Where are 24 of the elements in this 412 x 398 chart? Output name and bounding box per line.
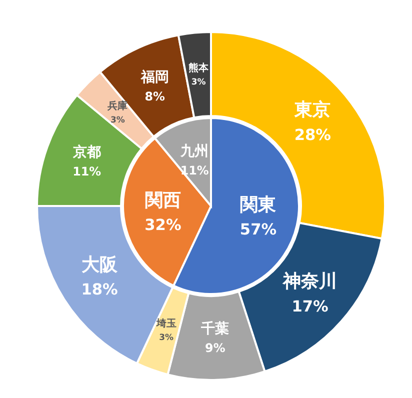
data-label: 17%: [292, 297, 328, 316]
slice-label: 大阪: [80, 254, 119, 276]
slice-label: 関西: [144, 190, 181, 211]
data-label: 3%: [159, 333, 174, 344]
data-label: 18%: [81, 280, 118, 299]
data-label: 57%: [240, 220, 277, 239]
data-label: 9%: [205, 340, 226, 355]
slice-label: 京都: [72, 143, 101, 160]
data-label: 11%: [72, 164, 102, 178]
slice-label: 東京: [294, 100, 331, 121]
data-label: 28%: [294, 126, 332, 144]
data-label: 32%: [144, 216, 182, 234]
data-label: 11%: [180, 163, 209, 178]
slice-label: 関東: [240, 194, 276, 216]
data-label: 3%: [110, 116, 126, 126]
data-label: 8%: [144, 90, 165, 104]
slice-label: 兵庫: [106, 100, 128, 112]
slice-label: 福岡: [140, 68, 169, 86]
slice-label: 九州: [180, 144, 209, 160]
slice-label: 熊本: [188, 62, 210, 74]
slice-label: 千葉: [200, 320, 230, 338]
slice-label: 埼玉: [155, 318, 176, 330]
data-label: 3%: [191, 78, 206, 88]
slice-label: 神奈川: [282, 270, 338, 292]
